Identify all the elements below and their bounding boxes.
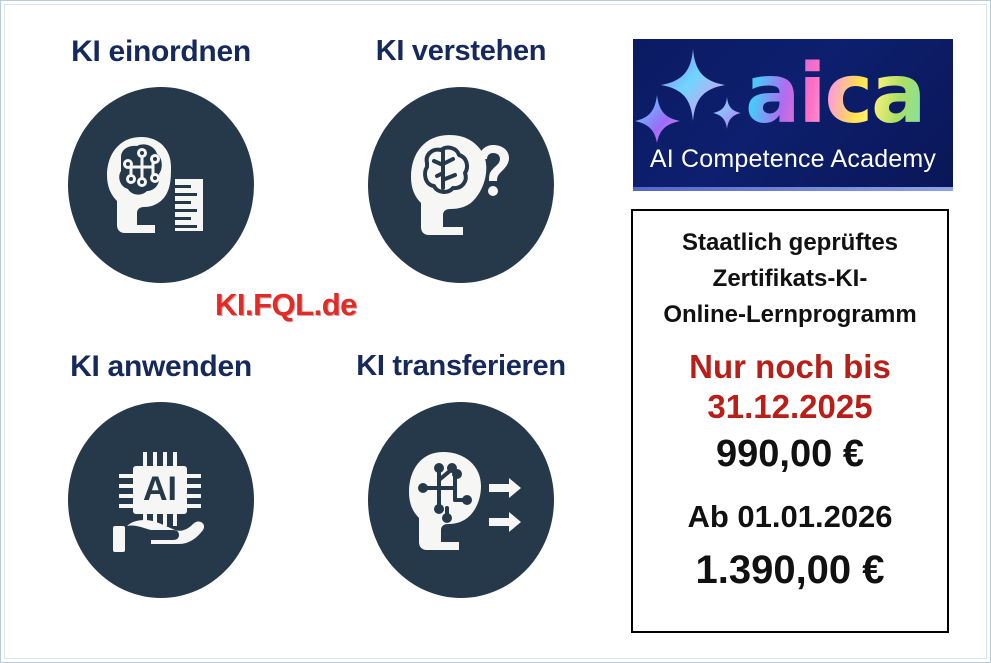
price-current: 990,00 €: [716, 433, 864, 475]
price-future: 1.390,00 €: [695, 548, 885, 592]
logo-underline: [633, 187, 953, 191]
concept-title: KI einordnen: [71, 35, 251, 68]
concept-card-ki-verstehen: KI verstehen: [311, 19, 611, 334]
concept-icon-badge: [368, 402, 554, 598]
aica-tagline: AI Competence Academy: [649, 145, 937, 173]
deadline-date: 31.12.2025: [707, 388, 873, 425]
svg-text:AI: AI: [143, 470, 177, 508]
logo-mark: [633, 39, 953, 147]
price-heading-line-3: Online-Lernprogramm: [663, 301, 917, 328]
price-info-box: Staatlich geprüftes Zertifikats-KI- Onli…: [631, 209, 949, 633]
price-heading-line-1: Staatlich geprüftes: [681, 229, 899, 256]
concept-icon-badge: AI: [68, 402, 254, 598]
concept-title: KI anwenden: [70, 350, 252, 383]
price-heading-line-2: Zertifikats-KI-: [712, 265, 868, 292]
concept-icon-badge: [368, 87, 554, 283]
concept-card-ki-anwenden: KI anwenden: [11, 334, 311, 649]
ai-chip-on-hand-icon: AI: [99, 438, 223, 562]
watermark-kifql: KI.FQL.de: [215, 287, 357, 322]
concept-card-ki-transferieren: KI transferieren: [311, 334, 611, 649]
aica-wordmark: aica: [745, 47, 926, 142]
head-circuit-brain-ruler-icon: [97, 121, 225, 249]
head-brain-question-mark-icon: [397, 121, 525, 249]
sparkle-star-icon: [633, 49, 745, 151]
concept-grid: KI einordnen: [11, 19, 611, 649]
concept-title: KI transferieren: [356, 350, 566, 382]
concept-title: KI verstehen: [375, 35, 547, 67]
head-circuit-arrows-icon: [397, 436, 525, 564]
concept-icon-badge: [68, 87, 254, 283]
price-future-label: Ab 01.01.2026: [687, 499, 893, 534]
deadline-label: Nur noch bis: [689, 348, 891, 385]
concept-card-ki-einordnen: KI einordnen: [11, 19, 311, 334]
aica-logo: aica AI Competence Academy: [633, 39, 953, 191]
